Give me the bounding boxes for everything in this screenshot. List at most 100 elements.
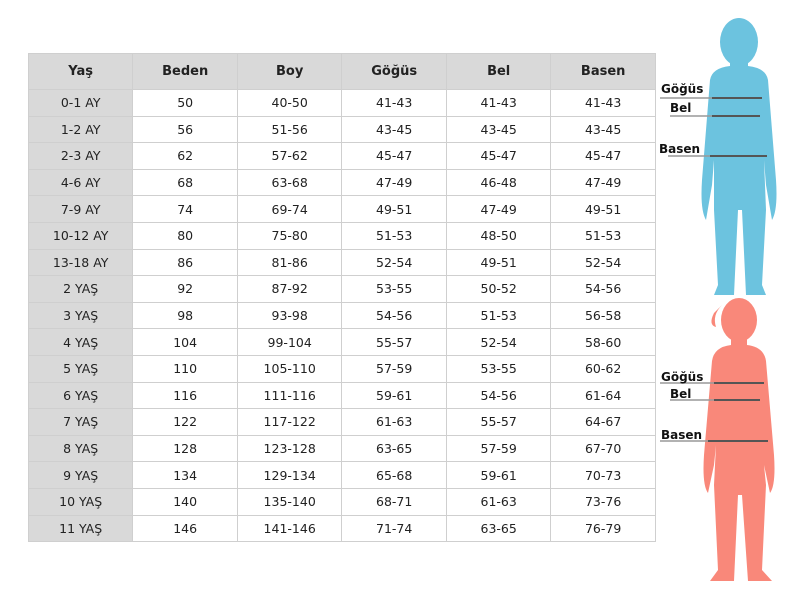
age-cell: 4-6 AY — [27, 168, 134, 197]
table-cell: 52-54 — [341, 248, 448, 277]
table-cell: 93-98 — [236, 301, 343, 330]
table-cell: 61-64 — [550, 381, 656, 410]
table-row: 10-12 AY 80 75-80 51-53 48-50 51-53 — [27, 221, 656, 250]
table-cell: 41-43 — [446, 89, 552, 117]
column-header: Bel — [446, 53, 552, 90]
table-row: 11 YAŞ 146 141-146 71-74 63-65 76-79 — [27, 514, 656, 543]
age-cell: 9 YAŞ — [27, 461, 134, 489]
table-cell: 54-56 — [341, 301, 448, 330]
table-cell: 68-71 — [341, 487, 448, 516]
table-cell: 68 — [132, 168, 238, 197]
age-cell: 13-18 AY — [27, 248, 134, 277]
girl-chest-label: Göğüs — [661, 370, 704, 384]
table-cell: 73-76 — [550, 487, 656, 516]
age-cell: 1-2 AY — [27, 115, 134, 144]
boy-hip-label: Basen — [659, 142, 701, 156]
age-cell: 3 YAŞ — [27, 301, 134, 330]
table-cell: 52-54 — [446, 328, 552, 356]
table-row: 4 YAŞ 104 99-104 55-57 52-54 58-60 — [27, 328, 656, 356]
table-cell: 134 — [132, 461, 238, 489]
table-cell: 52-54 — [550, 248, 656, 277]
table-cell: 57-62 — [236, 142, 343, 170]
boy-figure: Göğüs Bel Basen — [650, 10, 800, 300]
table-cell: 81-86 — [236, 248, 343, 277]
table-cell: 87-92 — [236, 275, 343, 303]
age-cell: 6 YAŞ — [27, 381, 134, 410]
table-row: 2-3 AY 62 57-62 45-47 45-47 45-47 — [27, 142, 656, 170]
age-cell: 4 YAŞ — [27, 328, 134, 356]
column-header: Beden — [132, 53, 238, 90]
table-cell: 111-116 — [236, 381, 343, 410]
age-cell: 0-1 AY — [27, 89, 134, 117]
age-cell: 11 YAŞ — [27, 514, 134, 543]
table-cell: 53-55 — [446, 354, 552, 383]
table-cell: 53-55 — [341, 275, 448, 303]
age-cell: 2 YAŞ — [27, 275, 134, 303]
table-cell: 141-146 — [236, 514, 343, 543]
table-cell: 58-60 — [550, 328, 656, 356]
table-cell: 70-73 — [550, 461, 656, 489]
column-header: Basen — [550, 53, 656, 90]
column-header: Göğüs — [341, 53, 448, 90]
table-cell: 99-104 — [236, 328, 343, 356]
table-cell: 47-49 — [341, 168, 448, 197]
table-cell: 43-45 — [550, 115, 656, 144]
table-cell: 140 — [132, 487, 238, 516]
table-cell: 63-65 — [446, 514, 552, 543]
table-row: 4-6 AY 68 63-68 47-49 46-48 47-49 — [27, 168, 656, 197]
age-cell: 7 YAŞ — [27, 408, 134, 436]
age-cell: 2-3 AY — [27, 142, 134, 170]
table-cell: 51-53 — [550, 221, 656, 250]
table-cell: 123-128 — [236, 434, 343, 463]
table-cell: 122 — [132, 408, 238, 436]
table-row: 13-18 AY 86 81-86 52-54 49-51 52-54 — [27, 248, 656, 277]
table-cell: 59-61 — [341, 381, 448, 410]
table-row: 0-1 AY 50 40-50 41-43 41-43 41-43 — [27, 89, 656, 117]
column-header: Yaş — [27, 53, 134, 90]
table-cell: 41-43 — [550, 89, 656, 117]
table-cell: 54-56 — [446, 381, 552, 410]
header-row: Yaş Beden Boy Göğüs Bel Basen — [27, 53, 656, 90]
table-cell: 65-68 — [341, 461, 448, 489]
table-cell: 104 — [132, 328, 238, 356]
table-cell: 92 — [132, 275, 238, 303]
table-cell: 56-58 — [550, 301, 656, 330]
table-cell: 45-47 — [446, 142, 552, 170]
age-cell: 10 YAŞ — [27, 487, 134, 516]
table-cell: 62 — [132, 142, 238, 170]
table-cell: 60-62 — [550, 354, 656, 383]
girl-figure: Göğüs Bel Basen — [650, 295, 800, 590]
table-row: 8 YAŞ 128 123-128 63-65 57-59 67-70 — [27, 434, 656, 463]
boy-chest-label: Göğüs — [661, 82, 704, 96]
table-cell: 86 — [132, 248, 238, 277]
age-cell: 8 YAŞ — [27, 434, 134, 463]
table-cell: 45-47 — [341, 142, 448, 170]
table-row: 6 YAŞ 116 111-116 59-61 54-56 61-64 — [27, 381, 656, 410]
table-cell: 74 — [132, 195, 238, 223]
table-cell: 49-51 — [550, 195, 656, 223]
table-cell: 51-56 — [236, 115, 343, 144]
table-cell: 57-59 — [446, 434, 552, 463]
table-cell: 45-47 — [550, 142, 656, 170]
age-cell: 7-9 AY — [27, 195, 134, 223]
table-cell: 116 — [132, 381, 238, 410]
table-cell: 59-61 — [446, 461, 552, 489]
table-cell: 56 — [132, 115, 238, 144]
table-cell: 43-45 — [341, 115, 448, 144]
table-cell: 63-65 — [341, 434, 448, 463]
table-cell: 49-51 — [446, 248, 552, 277]
table-row: 2 YAŞ 92 87-92 53-55 50-52 54-56 — [27, 275, 656, 303]
table-cell: 69-74 — [236, 195, 343, 223]
column-header: Boy — [236, 53, 343, 90]
table-row: 7 YAŞ 122 117-122 61-63 55-57 64-67 — [27, 408, 656, 436]
table-cell: 50-52 — [446, 275, 552, 303]
table-row: 9 YAŞ 134 129-134 65-68 59-61 70-73 — [27, 461, 656, 489]
girl-hip-label: Basen — [661, 428, 703, 442]
table-cell: 61-63 — [446, 487, 552, 516]
table-cell: 135-140 — [236, 487, 343, 516]
table-cell: 51-53 — [446, 301, 552, 330]
table-cell: 40-50 — [236, 89, 343, 117]
table-cell: 80 — [132, 221, 238, 250]
boy-waist-label: Bel — [670, 101, 692, 115]
girl-silhouette-icon — [660, 298, 775, 581]
